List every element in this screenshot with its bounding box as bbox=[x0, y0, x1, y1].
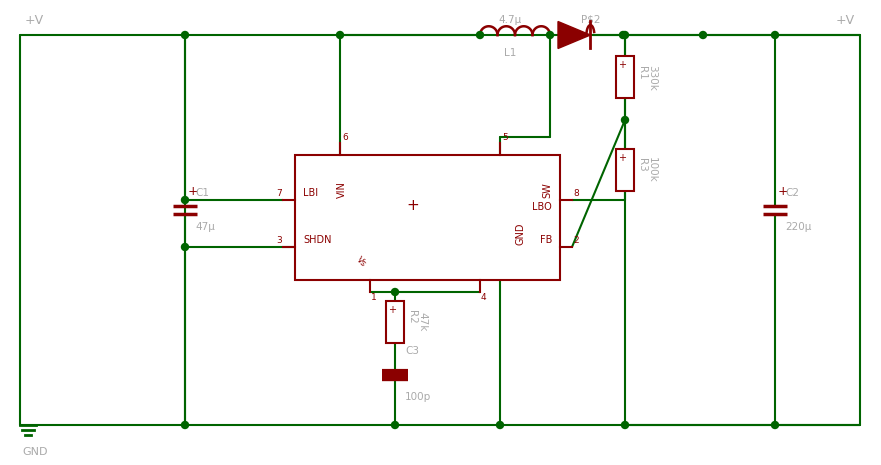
Text: +: + bbox=[406, 198, 418, 213]
Circle shape bbox=[619, 32, 626, 39]
Circle shape bbox=[546, 32, 553, 39]
Text: C1: C1 bbox=[195, 188, 209, 198]
Circle shape bbox=[391, 421, 398, 429]
Text: VIN: VIN bbox=[337, 181, 347, 198]
Text: 5: 5 bbox=[502, 133, 507, 142]
Text: P$2: P$2 bbox=[581, 15, 601, 25]
Circle shape bbox=[337, 32, 344, 39]
Bar bbox=[616, 149, 634, 191]
Text: FB: FB bbox=[540, 235, 552, 245]
Circle shape bbox=[700, 32, 707, 39]
Text: R2: R2 bbox=[407, 310, 417, 324]
Text: 220μ: 220μ bbox=[785, 222, 811, 232]
Circle shape bbox=[772, 32, 779, 39]
Text: +V: +V bbox=[836, 14, 855, 27]
Bar bbox=[295, 155, 560, 280]
Circle shape bbox=[391, 288, 398, 295]
Circle shape bbox=[621, 32, 628, 39]
Text: L1: L1 bbox=[504, 48, 516, 58]
Text: +: + bbox=[188, 185, 198, 198]
Text: 2: 2 bbox=[573, 236, 579, 245]
Text: 1: 1 bbox=[371, 293, 377, 302]
Text: 6: 6 bbox=[342, 133, 348, 142]
Bar bbox=[386, 301, 404, 343]
Text: SHDN: SHDN bbox=[303, 235, 331, 245]
Circle shape bbox=[477, 32, 484, 39]
Text: 3: 3 bbox=[277, 236, 282, 245]
Text: +: + bbox=[388, 305, 396, 315]
Text: LBI: LBI bbox=[303, 188, 318, 198]
Text: LBO: LBO bbox=[532, 202, 552, 212]
Text: 47k: 47k bbox=[417, 312, 427, 332]
Circle shape bbox=[181, 32, 189, 39]
Text: C3: C3 bbox=[405, 346, 419, 356]
Text: GND: GND bbox=[515, 222, 525, 245]
Text: Vs: Vs bbox=[355, 255, 368, 268]
Text: 100k: 100k bbox=[647, 157, 657, 183]
Bar bbox=[616, 57, 634, 99]
Text: C2: C2 bbox=[785, 188, 799, 198]
Text: +: + bbox=[778, 185, 788, 198]
Circle shape bbox=[181, 421, 189, 429]
Text: 8: 8 bbox=[573, 189, 579, 198]
Text: 100p: 100p bbox=[405, 392, 432, 402]
Circle shape bbox=[497, 421, 504, 429]
Polygon shape bbox=[558, 21, 590, 48]
Text: 4.7μ: 4.7μ bbox=[499, 15, 522, 25]
Text: 330k: 330k bbox=[647, 65, 657, 90]
Text: R1: R1 bbox=[637, 66, 647, 80]
Circle shape bbox=[772, 421, 779, 429]
Text: +: + bbox=[618, 153, 626, 163]
Circle shape bbox=[621, 421, 628, 429]
Text: +V: +V bbox=[25, 14, 44, 27]
Text: +: + bbox=[618, 60, 626, 71]
Circle shape bbox=[181, 244, 189, 251]
Text: GND: GND bbox=[22, 447, 48, 457]
Text: 7: 7 bbox=[277, 189, 282, 198]
Text: SW: SW bbox=[542, 182, 552, 198]
Text: 4: 4 bbox=[481, 293, 486, 302]
Text: R3: R3 bbox=[637, 158, 647, 172]
Circle shape bbox=[181, 197, 189, 204]
Circle shape bbox=[621, 117, 628, 124]
Text: 47μ: 47μ bbox=[195, 222, 215, 232]
